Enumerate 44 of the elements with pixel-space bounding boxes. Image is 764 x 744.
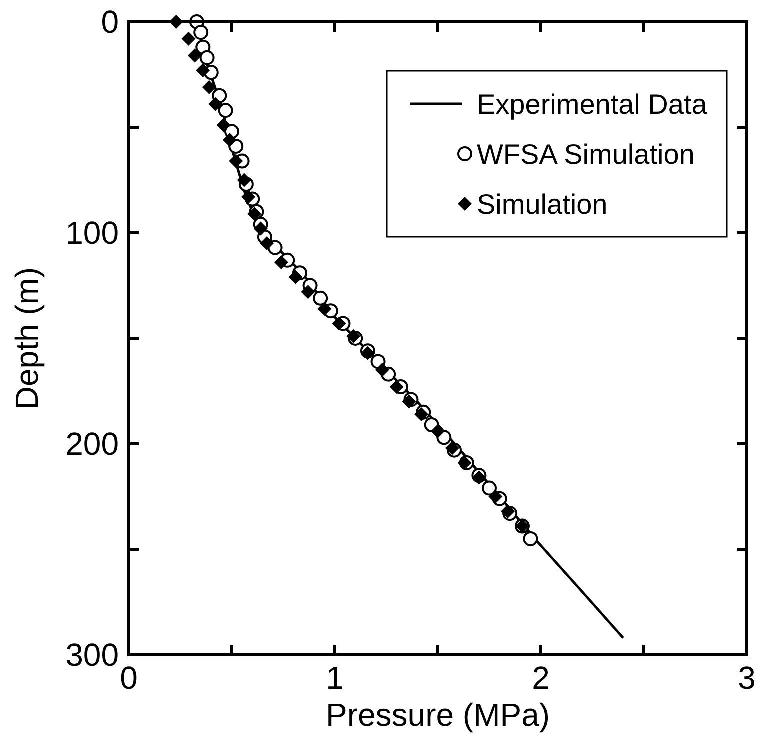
point (458, 456, 472, 470)
point (301, 285, 316, 300)
point (318, 302, 332, 316)
point (208, 97, 223, 112)
y-tick-label: 200 (66, 426, 119, 462)
point (241, 190, 256, 204)
point (482, 480, 497, 496)
point (346, 329, 361, 344)
point (196, 64, 210, 78)
point (445, 441, 460, 456)
legend-label: Experimental Data (477, 89, 708, 120)
point (260, 236, 274, 251)
x-tick-label: 2 (532, 660, 550, 696)
point (313, 290, 328, 306)
y-tick-label: 300 (66, 637, 119, 673)
point (501, 504, 516, 519)
point (248, 207, 262, 222)
point (218, 103, 234, 118)
point (188, 48, 202, 63)
x-axis-title: Pressure (MPa) (326, 697, 550, 733)
point (222, 133, 237, 148)
point (375, 363, 390, 378)
point (523, 531, 538, 546)
x-tick-label: 3 (738, 660, 756, 696)
point (431, 424, 445, 438)
point (332, 316, 346, 331)
point (229, 154, 244, 168)
point (288, 270, 303, 284)
y-axis-title: Depth (m) (9, 267, 45, 410)
point (182, 32, 196, 46)
y-tick-label: 0 (101, 4, 119, 40)
point (488, 490, 503, 504)
legend-label: Simulation (477, 189, 608, 220)
y-tick-label: 100 (66, 215, 119, 251)
point (200, 50, 215, 66)
point (390, 380, 404, 394)
legend-label: WFSA Simulation (477, 139, 695, 170)
point (216, 118, 231, 132)
point (237, 173, 252, 188)
point (274, 256, 288, 270)
point (254, 222, 268, 236)
point (202, 80, 216, 94)
x-tick-label: 1 (326, 660, 344, 696)
point (194, 25, 209, 40)
